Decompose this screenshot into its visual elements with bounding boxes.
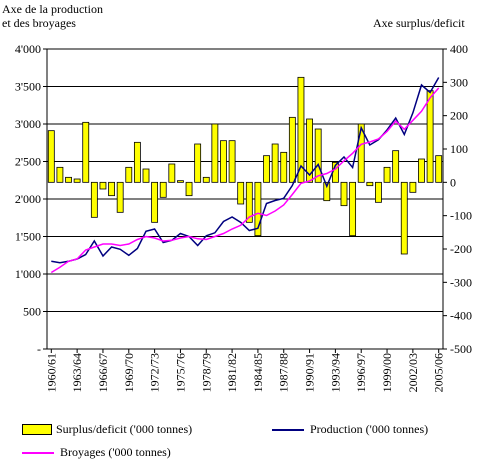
bar-surplus-deficit [280, 151, 288, 183]
right-axis-title: Axe surplus/deficit [373, 16, 465, 30]
x-axis-tick-label: 1969/70 [122, 353, 136, 392]
bar-surplus-deficit [426, 90, 434, 183]
left-axis-tick-label: 4'000 [15, 42, 41, 56]
bar-surplus-deficit [82, 121, 90, 183]
bar-surplus-deficit [288, 116, 296, 183]
bar-surplus-deficit [271, 143, 279, 183]
legend-item-broyages: Broyages ('000 tonnes) [22, 445, 171, 460]
x-axis-tick-label: 1978/79 [199, 353, 213, 392]
bar-surplus-deficit [211, 123, 219, 183]
legend-swatch-surplus [22, 424, 52, 435]
x-axis-tick-label: 1990/91 [303, 353, 317, 392]
bar-surplus-deficit [90, 181, 98, 218]
bar-surplus-deficit [56, 166, 64, 183]
bar-surplus-deficit [435, 155, 443, 183]
legend-label-broyages: Broyages ('000 tonnes) [60, 445, 171, 459]
bar-surplus-deficit [133, 141, 141, 183]
bar-surplus-deficit [400, 181, 408, 255]
x-axis-tick-label: 1987/88 [277, 353, 291, 392]
right-axis-tick-label: 0 [450, 175, 456, 189]
x-axis-tick-label: 2005/06 [432, 353, 446, 392]
left-axis-tick-label: 500 [23, 305, 41, 319]
bar-surplus-deficit [177, 180, 184, 183]
bar-surplus-deficit [357, 123, 365, 183]
bar-surplus-deficit [228, 140, 236, 183]
bar-surplus-deficit [245, 181, 253, 223]
bar-surplus-deficit [375, 181, 382, 203]
left-axis-tick-label: 2'000 [15, 192, 41, 206]
bar-surplus-deficit [418, 158, 425, 183]
right-axis-tick-label: -200 [450, 242, 472, 256]
bar-surplus-deficit [99, 181, 107, 190]
bar-surplus-deficit [142, 168, 150, 183]
bar-surplus-deficit [323, 181, 331, 202]
right-axis-tick-label: 300 [450, 75, 468, 89]
bar-surplus-deficit [220, 140, 227, 183]
left-axis-tick-label: 3'500 [15, 80, 41, 94]
bar-surplus-deficit [383, 166, 391, 183]
bar-surplus-deficit [314, 128, 322, 183]
right-axis-tick-label: -500 [450, 342, 472, 356]
right-axis-tick-label: -100 [450, 209, 472, 223]
legend-swatch-broyages [22, 451, 54, 454]
right-axis-tick-label: 100 [450, 142, 468, 156]
left-axis-tick-label: 1'000 [15, 267, 41, 281]
right-axis-tick-label: -300 [450, 275, 472, 289]
x-axis-tick-label: 1984/85 [251, 353, 265, 392]
x-axis-tick-label: 1960/61 [44, 353, 58, 392]
left-axis-tick-label: - [37, 342, 41, 356]
bar-surplus-deficit [366, 181, 374, 187]
bar-surplus-deficit [116, 181, 124, 213]
x-axis-tick-label: 1981/82 [225, 353, 239, 392]
x-axis-tick-label: 1972/73 [148, 353, 162, 392]
x-axis-tick-label: 1993/94 [328, 353, 342, 392]
bar-surplus-deficit [125, 166, 133, 183]
bar-surplus-deficit [168, 163, 176, 183]
bar-surplus-deficit [349, 181, 357, 237]
bar-surplus-deficit [159, 181, 167, 198]
left-axis-tick-label: 2'500 [15, 155, 41, 169]
bar-surplus-deficit [202, 176, 210, 183]
bar-surplus-deficit [108, 181, 115, 197]
bar-surplus-deficit [237, 181, 245, 205]
left-axis-tick-label: 1'500 [15, 230, 41, 244]
left-axis-tick-label: 3'000 [15, 117, 41, 131]
bar-surplus-deficit [151, 181, 159, 223]
legend-item-surplus: Surplus/deficit ('000 tonnes) [22, 422, 192, 437]
x-axis-tick-label: 1975/76 [173, 353, 187, 392]
left-axis-title-line2: et des broyages [2, 16, 76, 30]
bar-surplus-deficit [340, 181, 348, 207]
x-axis-tick-label: 1966/67 [96, 353, 110, 392]
legend-label-production: Production ('000 tonnes) [310, 422, 429, 436]
line-broyages [50, 87, 440, 274]
left-axis-title-line1: Axe de la production [2, 2, 103, 16]
line-production [51, 77, 440, 264]
x-axis-tick-label: 2002/03 [406, 353, 420, 392]
x-axis-tick-label: 1996/97 [354, 353, 368, 392]
bar-surplus-deficit [306, 118, 313, 183]
legend-item-production: Production ('000 tonnes) [272, 422, 428, 437]
right-axis-tick-label: 400 [450, 42, 468, 56]
right-axis-tick-label: -400 [450, 309, 472, 323]
bar-surplus-deficit [194, 143, 202, 183]
bar-surplus-deficit [263, 155, 270, 183]
legend-swatch-production [272, 428, 304, 431]
bar-surplus-deficit [409, 181, 417, 193]
bar-surplus-deficit [254, 181, 262, 237]
bar-surplus-deficit [297, 76, 305, 183]
x-axis-tick-label: 1999/00 [380, 353, 394, 392]
bar-surplus-deficit [73, 178, 81, 183]
x-axis-tick-label: 1963/64 [70, 353, 84, 392]
bar-surplus-deficit [47, 130, 55, 183]
bar-surplus-deficit [185, 181, 193, 197]
bar-surplus-deficit [392, 150, 400, 183]
right-axis-tick-label: 200 [450, 109, 468, 123]
legend-label-surplus: Surplus/deficit ('000 tonnes) [56, 422, 193, 436]
bar-surplus-deficit [65, 176, 72, 183]
